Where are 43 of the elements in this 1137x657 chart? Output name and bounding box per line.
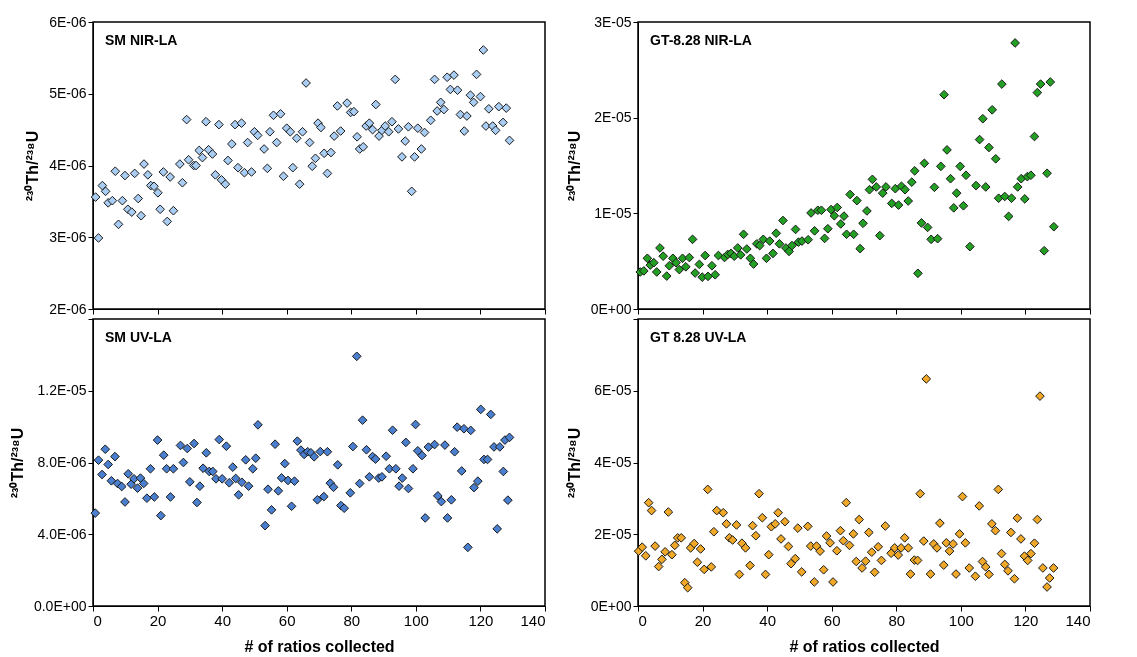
y-axis-title: ²³⁰Th/²³⁸U [565,130,583,202]
y-tick-label: 6E-05 [594,382,632,399]
x-tick-label: 60 [823,611,841,629]
x-tick-label: 120 [468,611,494,629]
y-tick-label: 1E-05 [594,204,632,221]
y-tick-label: 6E-06 [49,13,87,30]
x-tick-label: 40 [759,611,776,629]
y-tick-label: 3E-05 [594,13,632,30]
x-tick-label: 40 [214,611,231,629]
y-axis-title: ²³⁰Th/²³⁸U [565,427,583,499]
y-tick-label: 2E-06 [49,300,87,317]
x-tick-label: 100 [403,611,429,629]
x-tick-label: 140 [1065,611,1091,629]
x-tick-label: 0 [638,611,647,629]
x-tick-label: 60 [278,611,296,629]
y-tick-label: 2E-05 [594,109,632,126]
text: SM UV-LA [105,329,172,345]
x-tick-label: 120 [1013,611,1039,629]
text: GT-8.28 NIR-LA [650,32,752,48]
y-tick-label: 0E+00 [590,597,632,614]
y-tick-label: 4.0E-06 [37,525,87,542]
y-tick-label: 0E+00 [590,300,632,317]
y-tick-label: 0.0E+00 [33,597,87,614]
x-tick-label: 20 [694,611,712,629]
y-tick-label: 4E-06 [49,157,87,173]
y-axis-title: ²³⁰Th/²³⁸U [24,130,42,202]
y-tick-label: 8.0E-06 [37,454,87,470]
x-tick-label: 100 [948,611,974,629]
y-tick-label: 3E-06 [49,228,87,245]
text: GT 8.28 UV-LA [650,329,747,345]
y-tick-label: 5E-06 [49,85,87,102]
x-tick-label: 80 [343,611,361,629]
x-tick-label: 80 [888,611,906,629]
x-tick-label: 20 [149,611,167,629]
y-tick-label: 4E-05 [594,454,632,470]
x-tick-label: 140 [520,611,546,629]
x-axis-title: # of ratios collected [789,637,940,655]
y-tick-label: 1.2E-05 [37,382,87,399]
y-tick-label: 2E-05 [594,525,632,542]
x-tick-label: 0 [93,611,102,629]
y-axis-title: ²³⁰Th/²³⁸U [8,427,26,499]
text: SM NIR-LA [105,32,178,48]
x-axis-title: # of ratios collected [244,637,395,655]
